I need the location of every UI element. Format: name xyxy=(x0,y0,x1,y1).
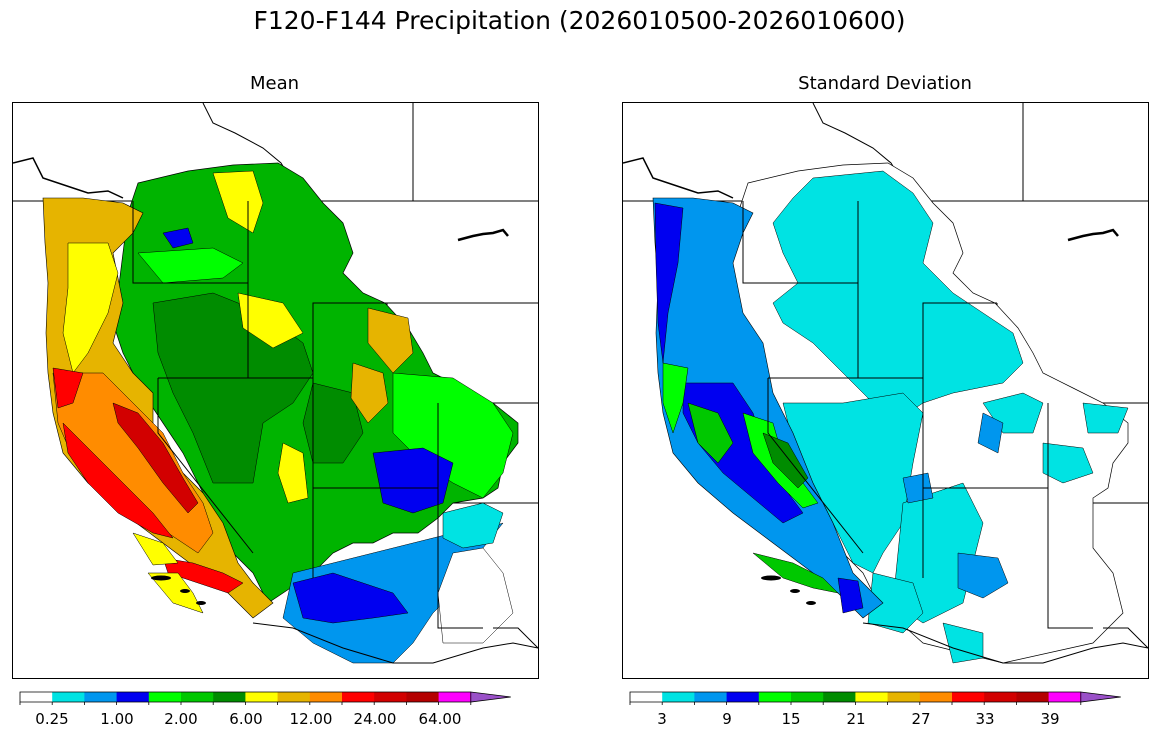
mean-colorbar-swatch xyxy=(148,692,182,702)
stddev-colorbar-swatch xyxy=(919,692,953,702)
mean-colorbar-swatch xyxy=(309,692,343,702)
stddev-colorbar-swatch xyxy=(662,692,695,702)
stddev-map xyxy=(622,102,1149,679)
stddev-colorbar-swatch xyxy=(1016,692,1050,702)
mean-colorbar-swatch xyxy=(374,692,407,702)
mean-colorbar-tick: 0.25 xyxy=(35,710,69,728)
figure-title: F120-F144 Precipitation (2026010500-2026… xyxy=(253,6,906,35)
stddev-colorbar-swatch xyxy=(630,692,663,702)
mean-colorbar-tick: 64.00 xyxy=(418,710,462,728)
mean-colorbar xyxy=(19,688,532,705)
mean-colorbar-swatch xyxy=(438,692,472,702)
mean-colorbar-tick: 12.00 xyxy=(289,710,333,728)
mean-colorbar-extend-arrow xyxy=(470,691,511,703)
stddev-colorbar-tick: 15 xyxy=(781,710,801,728)
stddev-colorbar-swatch xyxy=(726,692,760,702)
stddev-colorbar-swatch xyxy=(823,692,856,702)
stddev-panel-title: Standard Deviation xyxy=(798,73,972,94)
stddev-colorbar-swatch xyxy=(952,692,985,702)
stddev-colorbar-swatch xyxy=(694,692,728,702)
stddev-precip-field xyxy=(652,162,1129,664)
mean-colorbar-swatch xyxy=(116,692,150,702)
stddev-colorbar-tick: 39 xyxy=(1040,710,1060,728)
stddev-colorbar-swatch xyxy=(887,692,921,702)
mean-colorbar-swatch xyxy=(245,692,279,702)
mean-colorbar-tick: 6.00 xyxy=(229,710,263,728)
stddev-colorbar-tick: 3 xyxy=(657,710,667,728)
mean-colorbar-swatch xyxy=(20,692,53,702)
mean-colorbar-swatch xyxy=(84,692,118,702)
stddev-colorbar-tick: 33 xyxy=(975,710,995,728)
mean-panel-title: Mean xyxy=(249,73,300,94)
mean-colorbar-swatch xyxy=(213,692,246,702)
stddev-colorbar-tick: 27 xyxy=(911,710,931,728)
stddev-colorbar-extend-arrow xyxy=(1080,691,1121,703)
stddev-colorbar-swatch xyxy=(758,692,792,702)
mean-colorbar-swatch xyxy=(52,692,85,702)
stddev-colorbar-swatch xyxy=(855,692,889,702)
stddev-colorbar-swatch xyxy=(984,692,1017,702)
mean-map xyxy=(12,102,539,679)
stddev-colorbar-swatch xyxy=(1048,692,1082,702)
mean-colorbar-tick: 2.00 xyxy=(164,710,198,728)
mean-colorbar-swatch xyxy=(277,692,311,702)
stddev-colorbar-tick: 21 xyxy=(846,710,866,728)
mean-colorbar-tick: 24.00 xyxy=(353,710,397,728)
mean-colorbar-swatch xyxy=(181,692,214,702)
stddev-colorbar-swatch xyxy=(791,692,824,702)
mean-colorbar-swatch xyxy=(406,692,440,702)
mean-colorbar-swatch xyxy=(342,692,375,702)
stddev-colorbar xyxy=(629,688,1142,705)
mean-colorbar-tick: 1.00 xyxy=(100,710,134,728)
mean-precip-field xyxy=(42,162,519,664)
stddev-colorbar-tick: 9 xyxy=(722,710,732,728)
